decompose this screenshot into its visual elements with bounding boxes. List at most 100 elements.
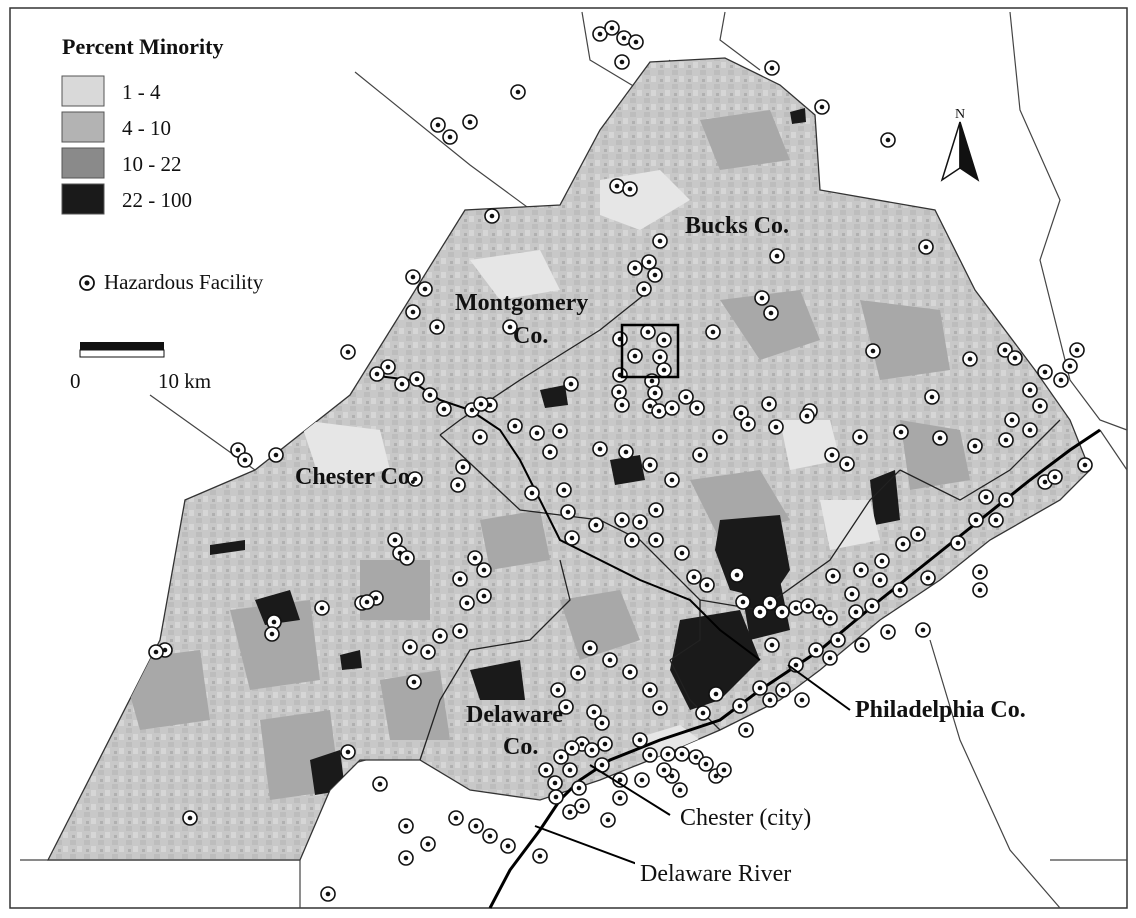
facility-marker-dot bbox=[507, 324, 513, 330]
facility-marker-dot bbox=[679, 751, 685, 757]
facility-marker-dot bbox=[627, 669, 633, 675]
facility-marker-dot bbox=[757, 609, 763, 615]
facility-marker-dot bbox=[829, 452, 835, 458]
legend-class-label: 1 - 4 bbox=[122, 80, 161, 104]
facility-marker-dot bbox=[704, 582, 710, 588]
legend-facility-label: Hazardous Facility bbox=[104, 270, 264, 294]
facility-marker-dot bbox=[187, 815, 193, 821]
leader-lines bbox=[534, 664, 851, 866]
facility-marker-dot bbox=[619, 59, 625, 65]
facility-marker-dot bbox=[657, 354, 663, 360]
facility-marker-dot bbox=[512, 423, 518, 429]
facility-marker-dot bbox=[399, 381, 405, 387]
facility-marker-dot bbox=[637, 737, 643, 743]
choropleth-tract bbox=[720, 290, 820, 360]
facility-marker-dot bbox=[740, 599, 746, 605]
facility-marker-dot bbox=[575, 670, 581, 676]
facility-marker-dot bbox=[813, 647, 819, 653]
facility-marker-dot bbox=[721, 767, 727, 773]
facility-marker-dot bbox=[563, 704, 569, 710]
facility-marker-dot bbox=[885, 137, 891, 143]
facility-marker-dot bbox=[569, 535, 575, 541]
facility-marker-dot bbox=[269, 631, 275, 637]
facility-marker-dot bbox=[652, 272, 658, 278]
facility-marker-dot bbox=[977, 569, 983, 575]
choropleth-tract bbox=[860, 300, 950, 380]
choropleth-tract bbox=[470, 250, 560, 300]
facility-marker-dot bbox=[713, 773, 719, 779]
facility-marker-dot bbox=[412, 476, 418, 482]
facility-marker-dot bbox=[793, 605, 799, 611]
facility-marker-dot bbox=[614, 183, 620, 189]
facility-marker-dot bbox=[1027, 427, 1033, 433]
facility-marker-dot bbox=[767, 600, 773, 606]
choropleth-tract bbox=[360, 560, 430, 620]
label-montgomery-2: Co. bbox=[513, 323, 548, 349]
facility-marker-dot bbox=[657, 238, 663, 244]
legend-class-label: 4 - 10 bbox=[122, 116, 171, 140]
choropleth-tract bbox=[340, 650, 362, 670]
facility-marker-dot bbox=[567, 767, 573, 773]
facility-marker-dot bbox=[767, 697, 773, 703]
north-label: N bbox=[955, 107, 965, 122]
facility-marker-dot bbox=[1037, 403, 1043, 409]
facility-marker-dot bbox=[693, 754, 699, 760]
facility-marker-dot bbox=[645, 329, 651, 335]
facility-marker-dot bbox=[653, 537, 659, 543]
callout-labels: Chester (city) Delaware River bbox=[635, 800, 835, 887]
facility-marker-dot bbox=[647, 687, 653, 693]
facility-marker-dot bbox=[469, 407, 475, 413]
legend-class-label: 22 - 100 bbox=[122, 188, 192, 212]
facility-marker-dot bbox=[661, 337, 667, 343]
choropleth-tract bbox=[670, 610, 760, 710]
facility-marker-dot bbox=[619, 402, 625, 408]
choropleth-tract bbox=[210, 540, 245, 555]
facility-marker-dot bbox=[1027, 387, 1033, 393]
facility-marker-dot bbox=[983, 494, 989, 500]
facility-marker-dot bbox=[766, 401, 772, 407]
facility-marker-dot bbox=[437, 633, 443, 639]
facility-marker-dot bbox=[576, 785, 582, 791]
facility-marker-dot bbox=[472, 555, 478, 561]
facility-marker-dot bbox=[467, 119, 473, 125]
label-delaware-river: Delaware River bbox=[640, 861, 791, 887]
facility-marker-dot bbox=[591, 709, 597, 715]
facility-marker-dot bbox=[898, 429, 904, 435]
facility-marker-dot bbox=[425, 841, 431, 847]
choropleth-tract bbox=[790, 108, 806, 124]
facility-marker-dot bbox=[273, 452, 279, 458]
facility-marker-dot bbox=[569, 745, 575, 751]
facility-marker-dot bbox=[552, 780, 558, 786]
facility-marker-dot bbox=[737, 703, 743, 709]
facility-marker-dot bbox=[661, 367, 667, 373]
facility-marker-dot bbox=[153, 649, 159, 655]
facility-marker-dot bbox=[885, 629, 891, 635]
facility-marker-dot bbox=[427, 392, 433, 398]
facility-marker-dot bbox=[745, 421, 751, 427]
facility-marker-dot bbox=[487, 833, 493, 839]
facility-marker-dot bbox=[1002, 347, 1008, 353]
facility-marker-dot bbox=[859, 642, 865, 648]
facility-marker-dot bbox=[853, 609, 859, 615]
facility-marker-dot bbox=[633, 39, 639, 45]
facility-marker-dot bbox=[589, 747, 595, 753]
facility-marker-dot bbox=[646, 259, 652, 265]
facility-marker-dot bbox=[717, 434, 723, 440]
facility-marker-dot bbox=[557, 428, 563, 434]
scalebar-start: 0 bbox=[70, 369, 81, 393]
facility-marker-dot bbox=[1067, 363, 1073, 369]
facility-marker-dot bbox=[819, 104, 825, 110]
facility-marker-dot bbox=[713, 691, 719, 697]
facility-marker-dot bbox=[857, 434, 863, 440]
facility-marker-dot bbox=[652, 390, 658, 396]
facility-marker-dot bbox=[656, 408, 662, 414]
north-arrow: N bbox=[940, 107, 980, 182]
facility-marker-dot bbox=[537, 853, 543, 859]
facility-marker-dot bbox=[657, 705, 663, 711]
facility-marker-dot bbox=[515, 89, 521, 95]
choropleth-tract bbox=[560, 590, 640, 660]
facility-marker-dot bbox=[799, 697, 805, 703]
choropleth-tract bbox=[900, 420, 970, 490]
facility-marker-dot bbox=[392, 537, 398, 543]
